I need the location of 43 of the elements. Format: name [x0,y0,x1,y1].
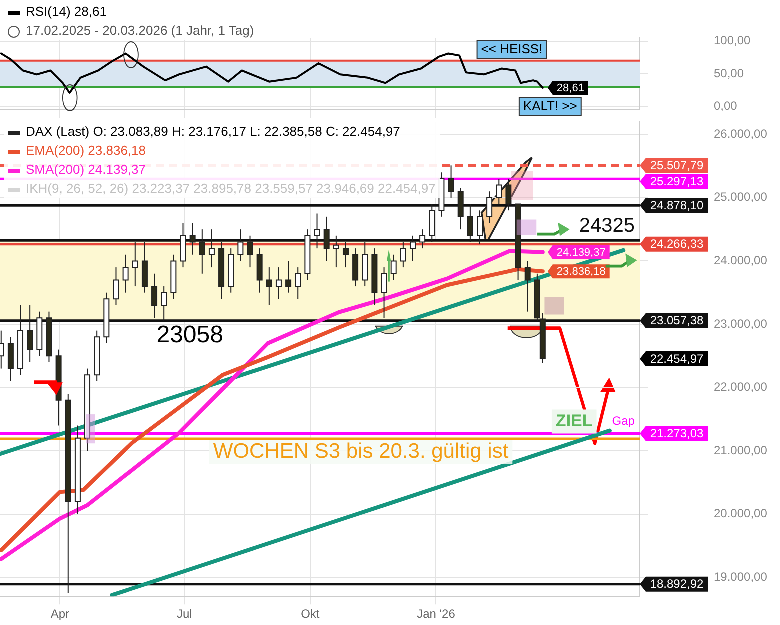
legend-label: SMA(200) [26,162,85,177]
text: 28,61 [74,4,107,19]
annotation: Gap [612,414,636,428]
data-label: 28,61 [556,82,584,95]
y-tick-label: 21.000,00 [714,443,768,458]
legend-label: EMA(200) [26,143,85,158]
x-tick-label: Apr [50,607,70,622]
y-tick-label: 100,00 [714,34,752,48]
ref-line-label: 25.507,79 [650,158,704,173]
ref-line-label: 23.057,38 [650,314,704,328]
x-tick-label: Jan '26 [417,607,456,622]
y-tick-label: 23.000,00 [714,316,768,331]
text: 22.454,97 [650,352,704,366]
text: 23.836,18 [88,143,146,158]
annotation: KALT! >> [523,98,578,114]
data-label: 24.139,37 [556,246,606,259]
annotation: << HEISS! [481,42,543,57]
ref-line-label: 18.892,92 [650,577,704,592]
y-tick-label: 0,00 [714,99,738,114]
y-tick-label: 50,00 [714,66,744,80]
x-tick-label: Okt [301,607,320,622]
annotation: 24325 [579,215,635,238]
annotation: ZIEL [556,411,593,430]
data-label: 23.836,18 [556,266,606,278]
annotation: WOCHEN S3 bis 20.3. gültig ist [213,440,509,463]
ref-line-label: 21.273,03 [650,426,704,441]
ref-line-label: 24.878,10 [650,198,704,212]
y-tick-label: 19.000,00 [714,570,768,584]
y-tick-label: 25.000,00 [714,190,768,204]
annotation: 17.02.2025 - 20.03.2026 (1 Jahr, 1 Tag) [25,22,254,40]
annotation: O: 23.083,89 H: 23.176,17 L: 22.385,58 C: 22.454,97 [93,124,400,139]
legend-label: RSI(14) [26,4,71,19]
chart-title: DAX (Last) [26,124,90,139]
ref-line-label: 24.266,33 [650,237,704,252]
y-tick-label: 22.000,00 [714,380,768,394]
annotation: IKH(9, 26, 52, 26) 23.223,37 23.895,78 23.559,57 23.946,69 22.454,97 [25,180,436,198]
y-tick-label: 26.000,00 [714,126,768,141]
x-tick-label: Jul [176,607,192,622]
annotation: 23058 [156,321,224,348]
y-tick-label: 20.000,00 [714,506,768,521]
text: 24.139,37 [88,162,146,177]
y-tick-label: 24.000,00 [714,254,768,268]
ref-line-label: 25.297,13 [650,174,704,189]
